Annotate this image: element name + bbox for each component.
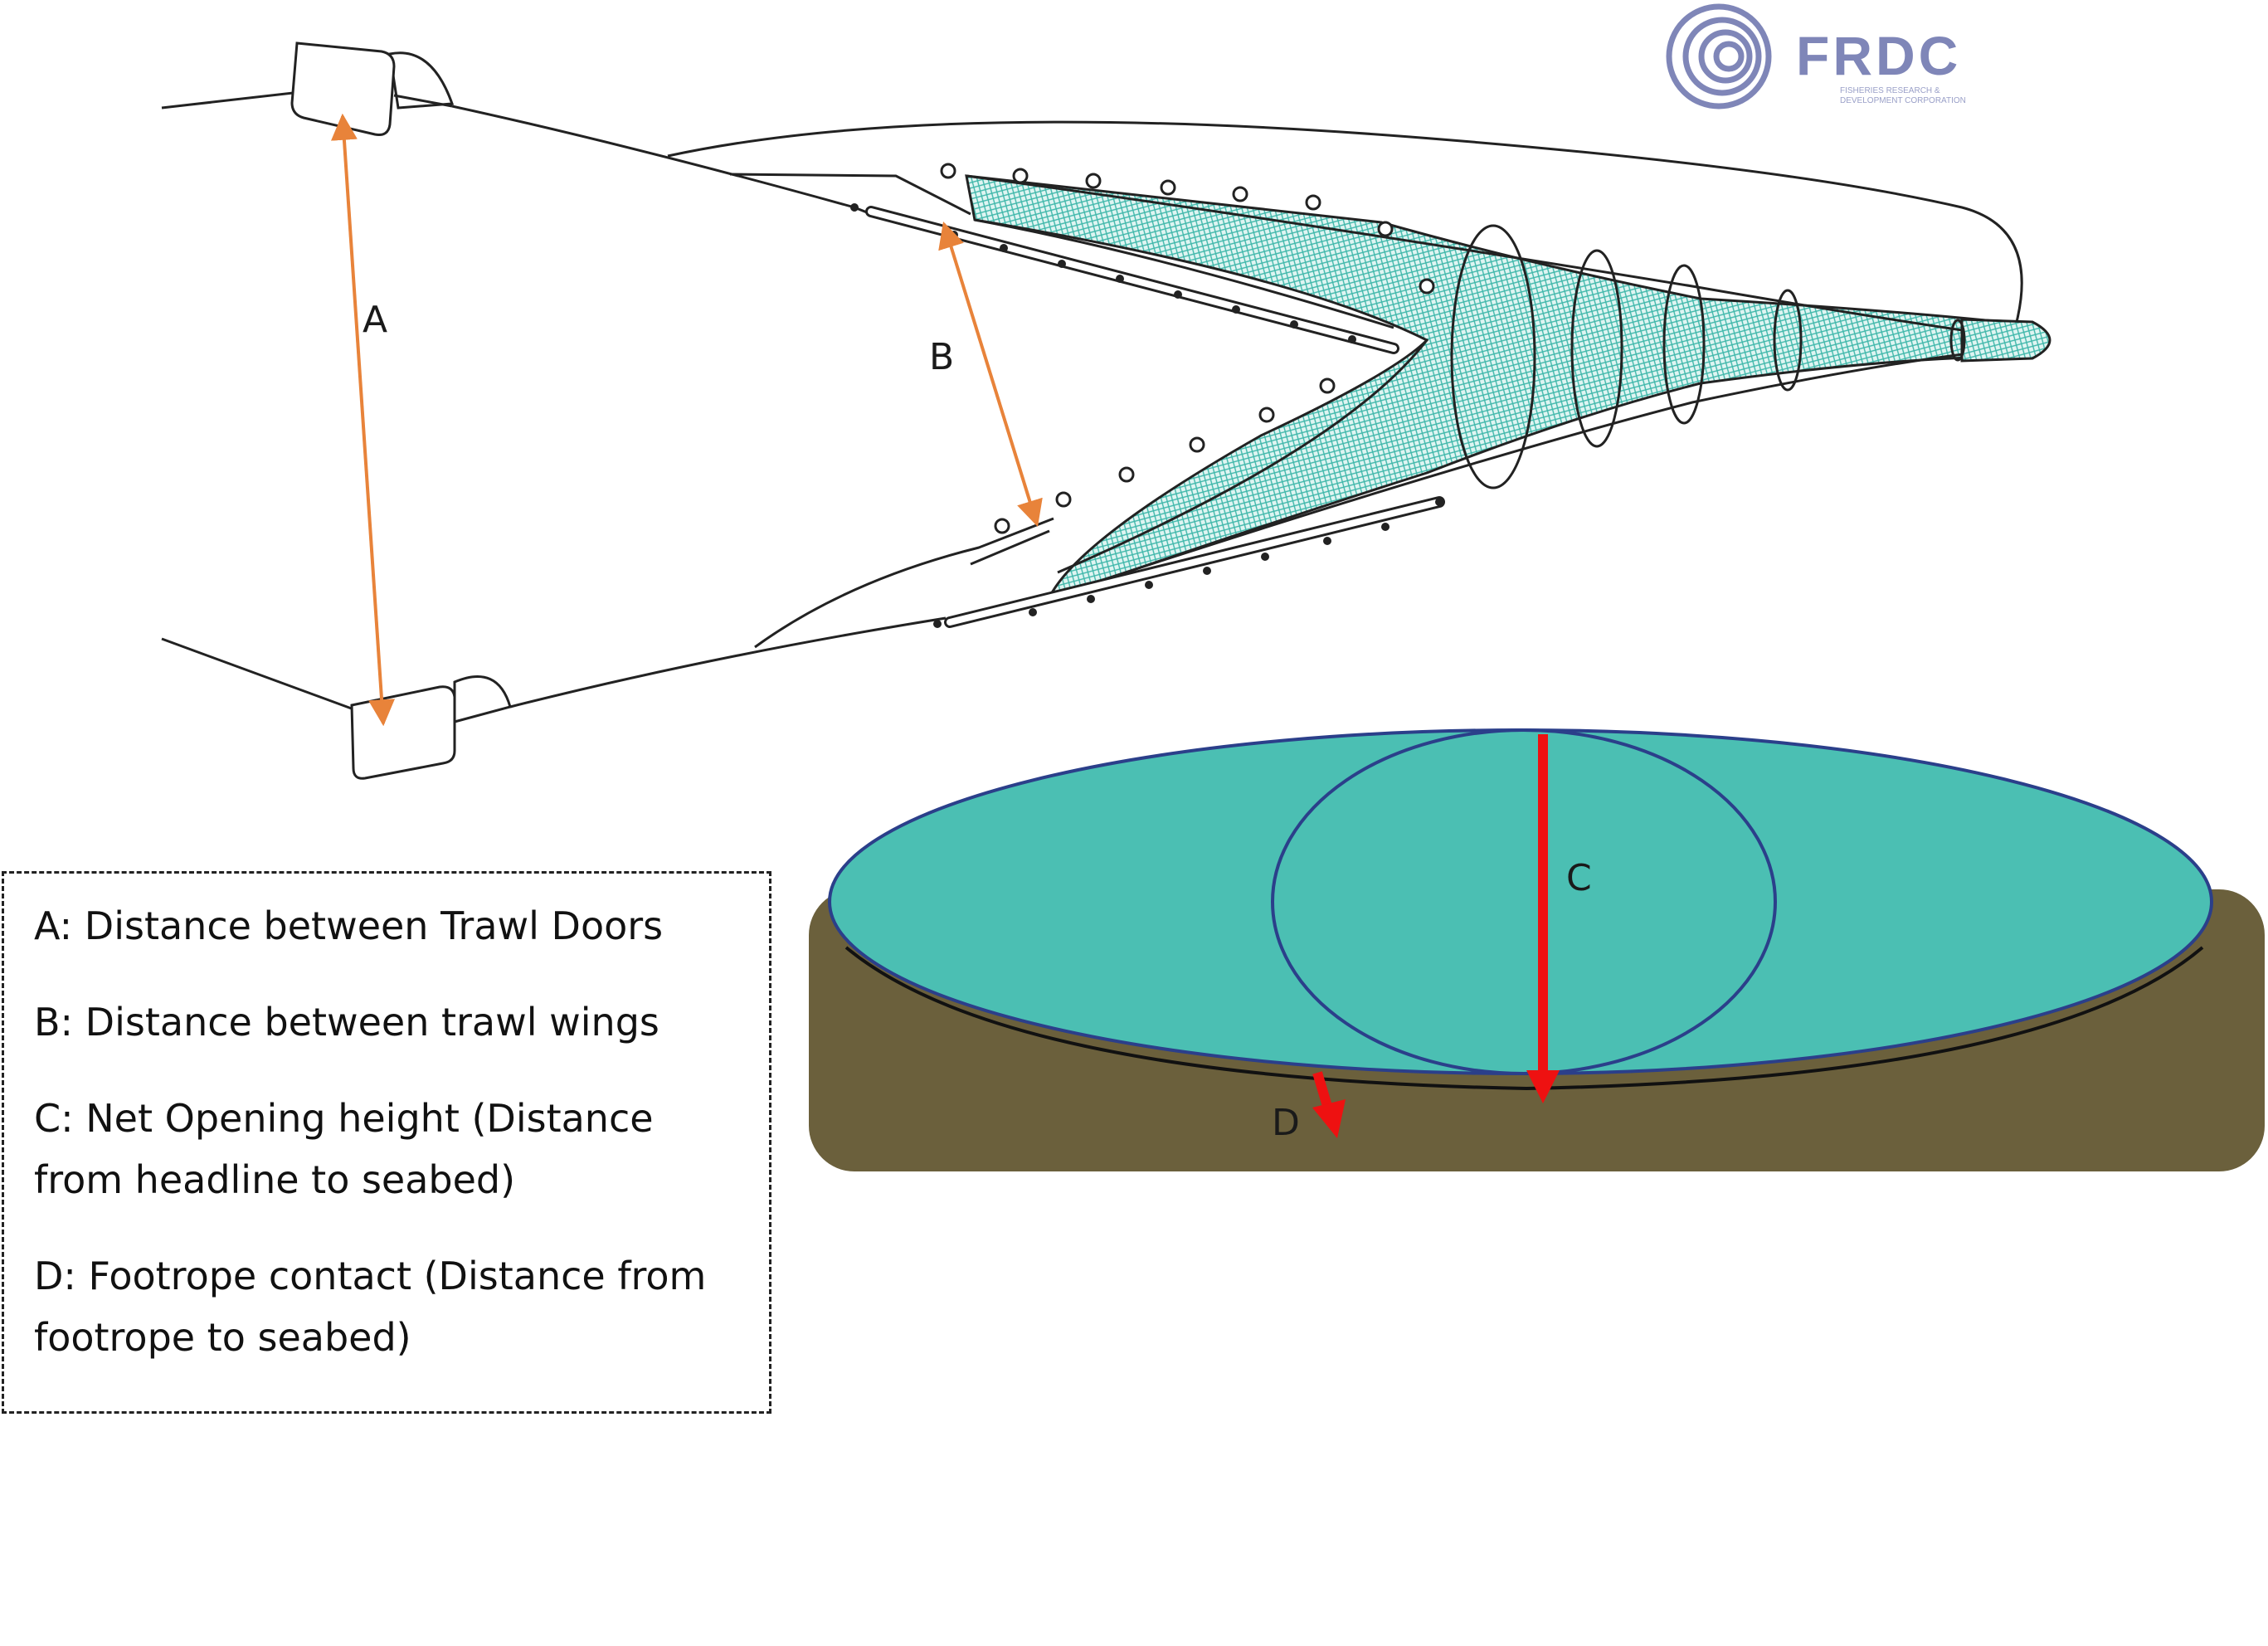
seabed-footrope-line [844,946,2204,1091]
label-a: A [363,299,387,341]
legend-item-b: B: Distance between trawl wings [34,991,739,1053]
label-c: C [1566,857,1592,899]
trawl-door-bottom [350,674,512,780]
legend-item-b-text: B: Distance between trawl wings [34,1000,659,1045]
frdc-logo: FRDC FISHERIES RESEARCH & DEVELOPMENT CO… [1666,3,1966,110]
legend-item-a: A: Distance between Trawl Doors [34,895,739,957]
legend-item-c-line-2: from headline to seabed) [34,1157,516,1202]
net-cross-section [809,728,2265,1171]
measure-c-arrow [1526,734,1560,1103]
label-d: D [1272,1102,1300,1144]
legend-item-d-line-2: footrope to seabed) [34,1315,411,1360]
footrope-bottom [944,496,1445,628]
headline-rope [667,120,2023,326]
bridle-lines [451,105,1054,709]
trawl-net [965,174,2051,600]
net-opening-ellipse [828,728,2213,1075]
net-mouth-circle [1271,728,1777,1075]
legend-item-a-text: A: Distance between Trawl Doors [34,903,664,948]
frdc-swirl-icon [1666,3,1772,110]
frdc-logo-subtitle-2: DEVELOPMENT CORPORATION [1840,96,1966,105]
legend-item-d-line-1: D: Footrope contact (Distance from [34,1254,707,1298]
measure-a-arrow [330,113,396,727]
label-b: B [929,336,954,378]
headline-floats [940,163,1435,534]
legend-item-c: C: Net Opening height (Distance from hea… [34,1088,739,1210]
warp-lines [161,85,366,715]
frdc-logo-subtitle-1: FISHERIES RESEARCH & [1840,86,1940,95]
legend-item-c-line-1: C: Net Opening height (Distance [34,1096,654,1141]
measure-d-arrow [1312,1071,1346,1138]
frdc-logo-name: FRDC [1796,25,1961,86]
legend-item-d: D: Footrope contact (Distance from footr… [34,1245,739,1368]
legend-box: A: Distance between Trawl Doors B: Dista… [2,871,771,1414]
trawl-door-top [290,41,455,136]
measure-b-arrow [938,221,1043,528]
